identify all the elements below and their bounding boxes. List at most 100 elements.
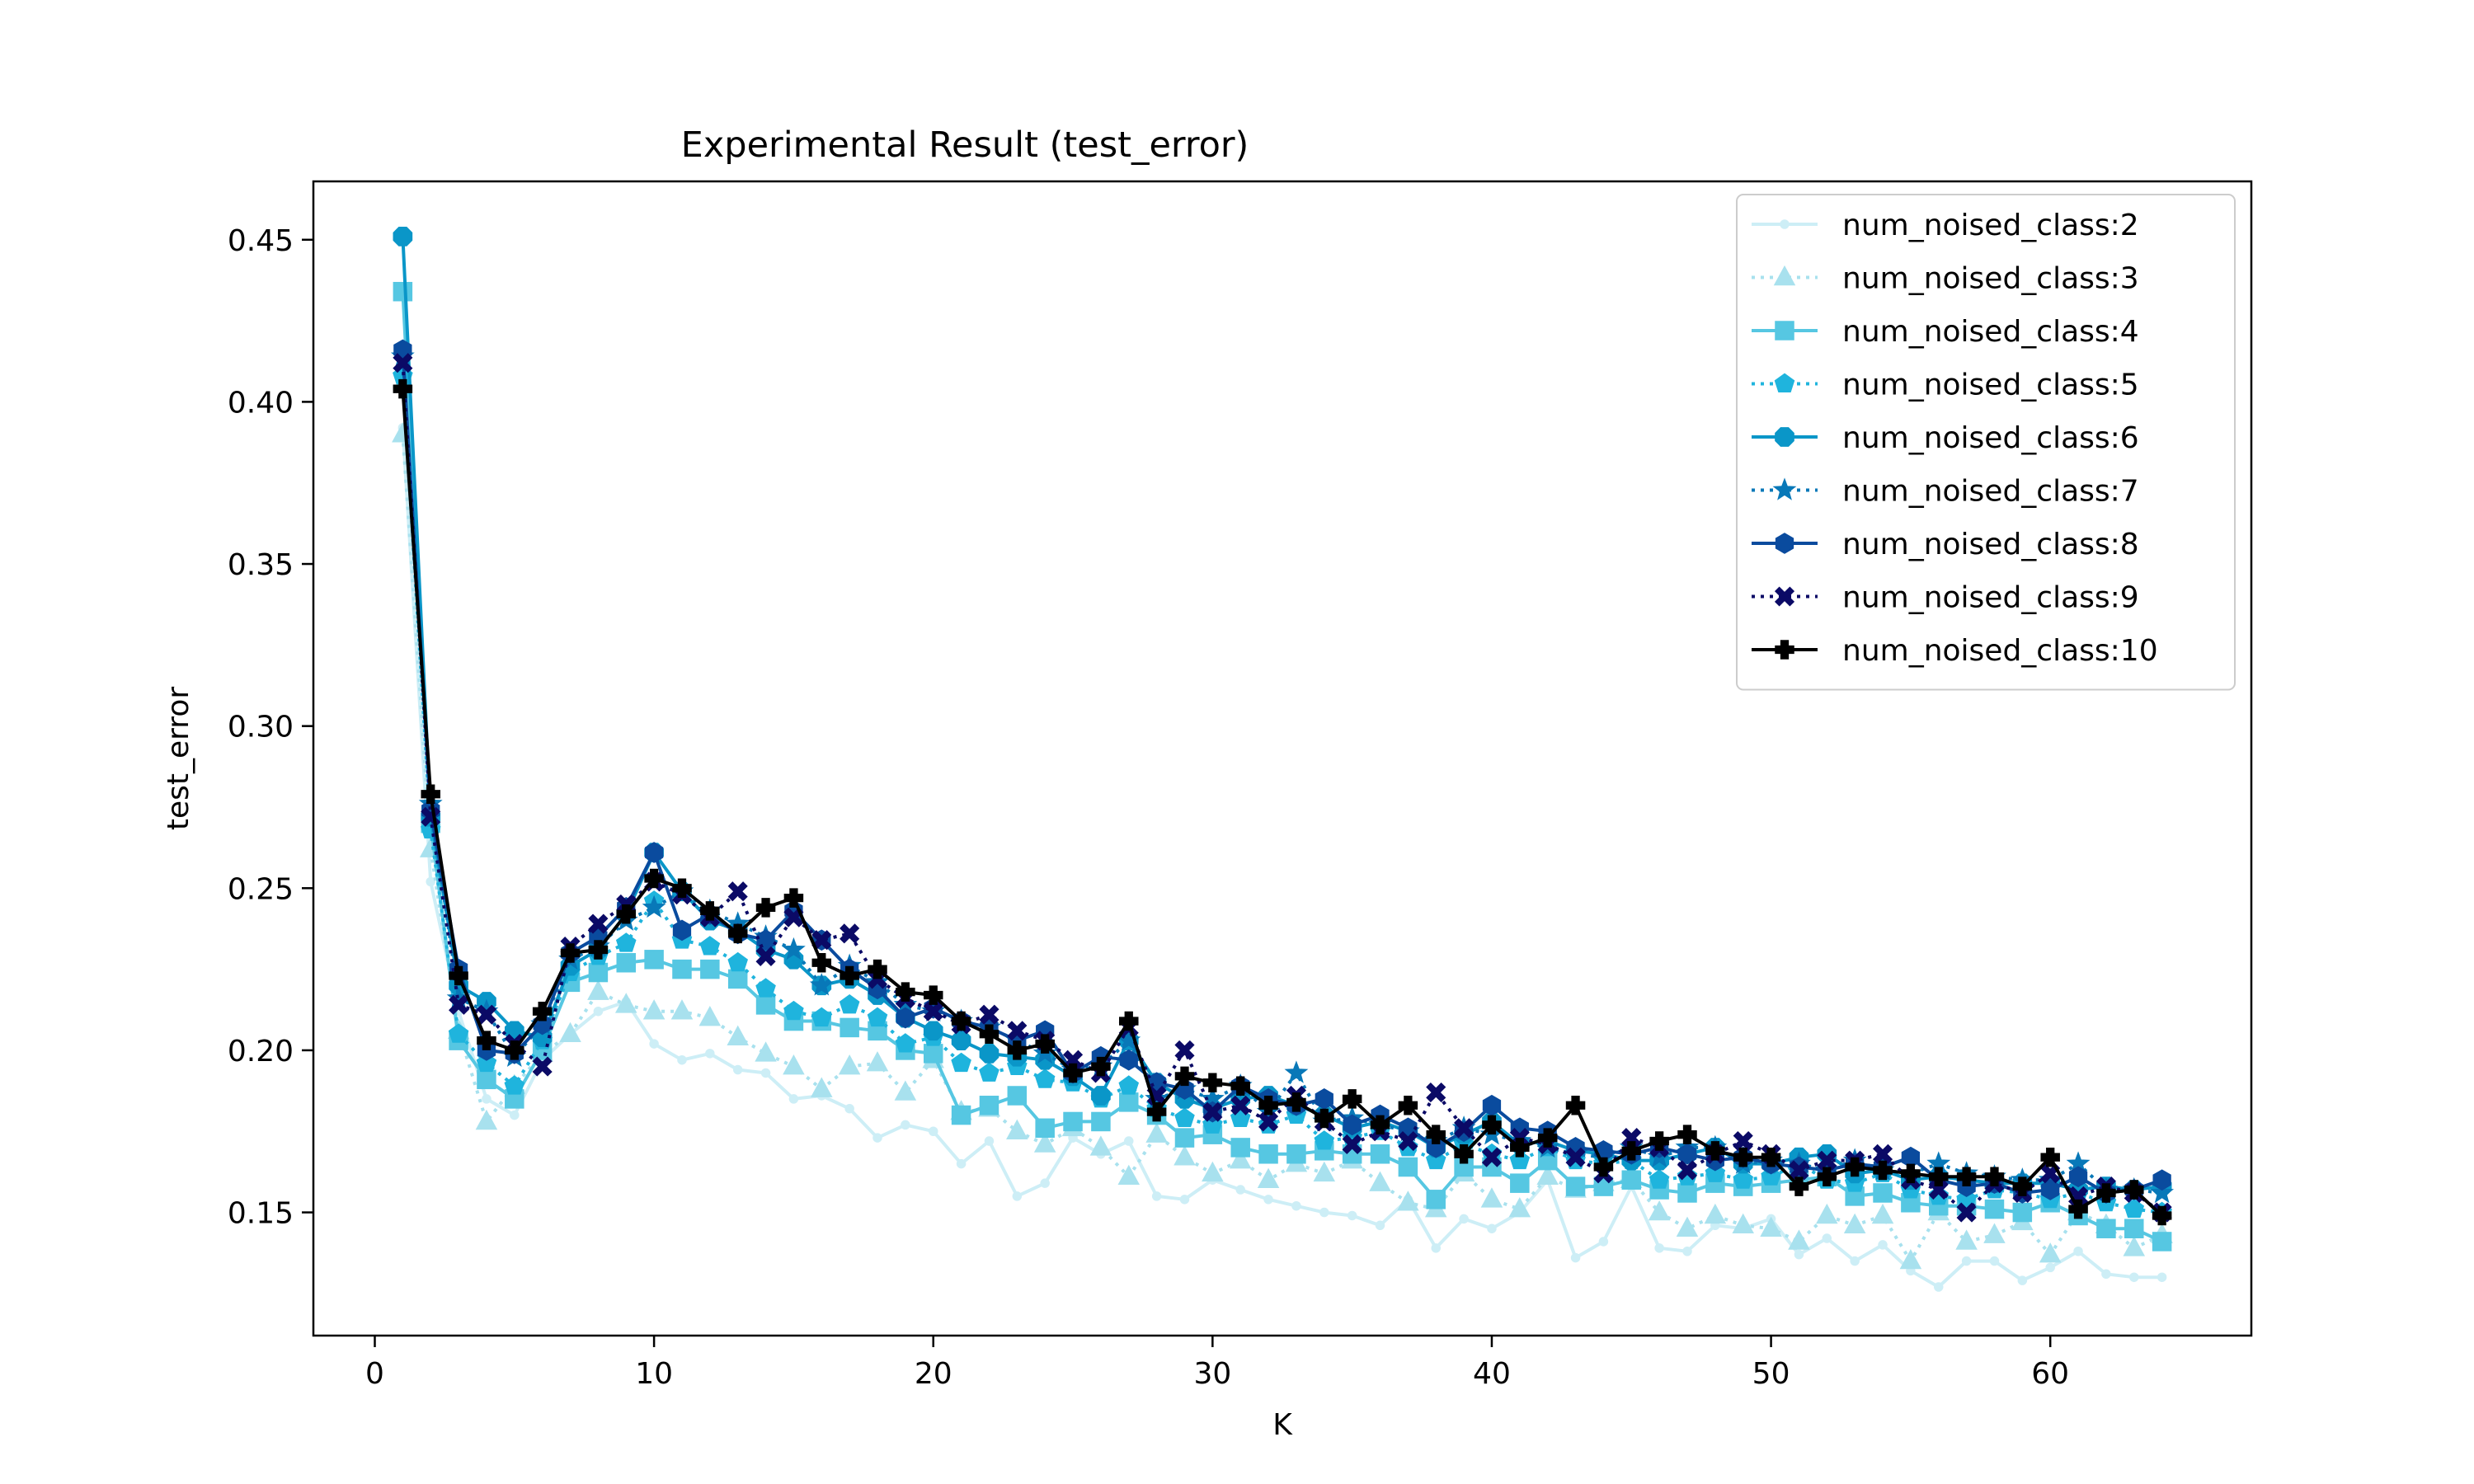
data-point: [1761, 1147, 1781, 1167]
data-point: [510, 1110, 520, 1120]
data-point: [672, 878, 692, 899]
data-point: [1151, 1191, 1162, 1201]
data-point: [783, 1054, 805, 1075]
data-point: [2096, 1183, 2116, 1203]
data-point: [866, 1051, 889, 1072]
data-point: [1816, 1203, 1838, 1224]
data-point: [698, 1006, 722, 1026]
data-point: [727, 951, 748, 972]
data-point: [1313, 1161, 1336, 1182]
plot-area: [390, 227, 2175, 1292]
legend-entry: num_noised_class:6: [1752, 421, 2139, 455]
data-point: [1007, 1021, 1028, 1041]
x-tick-label: 20: [915, 1357, 952, 1391]
data-point: [756, 929, 775, 951]
data-point: [895, 1033, 916, 1053]
data-point: [896, 982, 915, 1002]
data-point: [1124, 1136, 1134, 1146]
data-point: [670, 999, 694, 1020]
y-tick-label: 0.35: [228, 548, 294, 582]
data-point: [699, 936, 721, 956]
data-point: [1091, 1086, 1111, 1106]
data-point: [1040, 1178, 1050, 1188]
data-point: [1314, 1130, 1335, 1150]
data-point: [755, 1041, 777, 1062]
data-point: [2045, 1262, 2055, 1273]
data-point: [2096, 1219, 2116, 1238]
data-point: [2150, 1180, 2175, 1204]
data-point: [1487, 1223, 1497, 1233]
data-point: [868, 959, 887, 979]
data-point: [1063, 1111, 1083, 1132]
data-point: [1426, 1082, 1446, 1103]
data-point: [1174, 1128, 1195, 1148]
data-point: [1145, 1122, 1168, 1143]
data-point: [1342, 1089, 1362, 1109]
data-point: [1989, 1256, 2000, 1266]
x-tick-label: 50: [1752, 1357, 1790, 1391]
data-point: [1878, 1240, 1888, 1250]
data-point: [1873, 1160, 1893, 1181]
data-point: [1676, 1216, 1699, 1237]
data-point: [1454, 1144, 1474, 1164]
data-point: [1482, 1094, 1502, 1116]
data-point: [1034, 1068, 1056, 1088]
data-point: [644, 868, 664, 889]
data-point: [2012, 1176, 2033, 1196]
data-point: [1565, 1176, 1586, 1196]
legend-entry: num_noised_class:8: [1752, 528, 2139, 561]
data-point: [1850, 1256, 1860, 1266]
data-point: [393, 353, 413, 373]
data-point: [1347, 1210, 1357, 1221]
data-point: [788, 1094, 799, 1104]
data-point: [1035, 1118, 1055, 1139]
data-point: [448, 1023, 469, 1043]
data-point: [1012, 1191, 1023, 1201]
legend-entry: num_noised_class:2: [1752, 209, 2139, 242]
data-point: [1871, 1203, 1894, 1224]
data-point: [956, 1158, 967, 1169]
data-point: [1956, 1202, 1977, 1223]
data-point: [1775, 533, 1794, 554]
data-point: [672, 919, 692, 942]
data-point: [1677, 1143, 1697, 1165]
data-point: [1682, 1247, 1692, 1256]
data-point: [1480, 1187, 1503, 1208]
data-point: [867, 1007, 888, 1027]
data-point: [1202, 1073, 1223, 1093]
data-point: [1007, 1040, 1028, 1060]
data-point: [2152, 1205, 2172, 1226]
data-point: [1398, 1096, 1418, 1115]
data-point: [2123, 1236, 2146, 1256]
data-point: [1481, 1147, 1503, 1167]
data-point: [1775, 321, 1794, 340]
x-tick-label: 40: [1473, 1357, 1511, 1391]
data-point: [1677, 1125, 1697, 1144]
data-point: [616, 953, 637, 973]
data-point: [1257, 1167, 1280, 1188]
data-point: [593, 1006, 604, 1017]
data-point: [1817, 1167, 1837, 1187]
data-point: [449, 965, 468, 986]
data-point: [732, 1064, 743, 1075]
data-point: [1370, 1115, 1390, 1135]
x-tick-label: 30: [1193, 1357, 1231, 1391]
data-point: [587, 979, 609, 1000]
data-point: [979, 1062, 999, 1082]
data-point: [1872, 1144, 1893, 1164]
data-point: [1774, 373, 1795, 392]
data-point: [2017, 1275, 2028, 1285]
data-point: [1733, 1147, 1753, 1167]
data-point: [1772, 477, 1797, 500]
data-point: [1984, 1199, 2005, 1219]
data-point: [1780, 219, 1790, 229]
data-point: [1426, 1190, 1446, 1209]
series-line: [401, 363, 2163, 1214]
data-point: [1705, 1141, 1725, 1161]
data-point: [1649, 1131, 1669, 1151]
data-point: [1202, 1161, 1224, 1182]
data-point: [984, 1136, 995, 1146]
data-point: [1961, 1256, 1972, 1266]
data-point: [705, 1049, 715, 1059]
